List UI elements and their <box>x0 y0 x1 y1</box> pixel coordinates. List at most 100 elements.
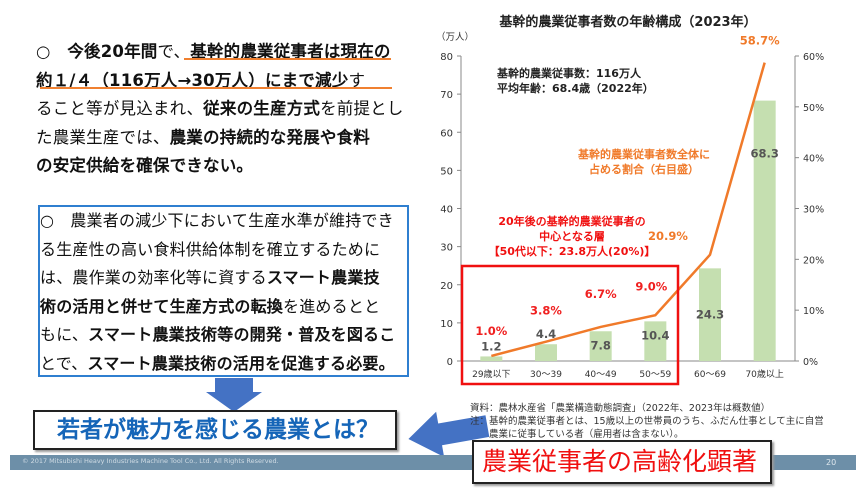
highlight-box <box>460 264 680 386</box>
definition-note: 注：基幹的農業従事者とは、15歳以上の世帯員のうち、ふだん仕事として主に自営 <box>470 416 824 427</box>
y-tick-label: 0 <box>447 357 453 368</box>
text-line: とで、スマート農業技術の活用を促進する必要。 <box>40 350 395 379</box>
text-line: ること等が見込まれ、従来の生産方式を前提とし <box>36 95 404 124</box>
smart-agriculture-box <box>38 205 409 377</box>
left-arrow-icon <box>408 411 490 458</box>
paragraph-smart-agriculture: ○ 農業者の減少下において生産水準が維持でき る生産性の高い食料供給体制を確立する… <box>40 207 395 378</box>
y2-tick-label: 10% <box>803 306 824 317</box>
text-segment: 農業の持続的な発展や食料 <box>169 127 371 147</box>
text-line: た農業生産では、農業の持続的な発展や食料 <box>36 124 404 153</box>
y-tick-label: 50 <box>440 166 453 177</box>
text-segment: 従来の生産方式 <box>203 99 321 118</box>
bar-value-label: 10.4 <box>641 328 669 342</box>
source-note: 資料：農林水産省「農業構造動態調査」（2022年、2023年は概数値） <box>470 403 771 414</box>
text-line: る生産性の高い食料供給体制を確立するために <box>40 236 395 265</box>
percentage-label: 1.0% <box>475 324 507 338</box>
highlight-text: 【50代以下：23.8万人(20%)】 <box>489 244 656 258</box>
y2-tick-label: 20% <box>803 255 824 266</box>
definition-note: 農業に従事している者（雇用者は含まない）。 <box>470 429 684 440</box>
bar <box>589 331 612 361</box>
y-tick-label: 20 <box>440 281 453 292</box>
page-number: 20 <box>826 458 837 467</box>
bar-value-label: 24.3 <box>696 307 724 321</box>
text-segment: を進めるとと <box>283 296 381 316</box>
strike-line <box>40 87 392 89</box>
highlight-text: 中心となる層 <box>539 229 605 243</box>
text-line: ○ 今後20年間で、基幹的農業従事者は現在の <box>36 38 404 67</box>
y-axis-unit: （万人） <box>436 31 474 43</box>
y-tick-label: 60 <box>440 128 453 139</box>
y2-tick-label: 50% <box>803 103 824 114</box>
text-segment: た農業生産では、 <box>36 127 170 147</box>
text-segment: す <box>348 70 366 90</box>
bar <box>699 268 721 361</box>
text-segment: る生産性の高い食料供給体制を確立するために <box>40 239 381 259</box>
down-arrow-icon <box>206 378 262 412</box>
text-segment: ○ <box>36 42 68 61</box>
y-tick-label: 70 <box>440 90 453 101</box>
text-segment: スマート農業技 <box>266 268 380 287</box>
text-segment: は、農作業の効率化等に資する <box>40 268 267 287</box>
text-line: は、農作業の効率化等に資するスマート農業技 <box>40 264 395 293</box>
text-line: ○ 農業者の減少下において生産水準が維持でき <box>40 207 395 236</box>
percentage-label: 3.8% <box>530 304 562 318</box>
percentage-label: 58.7% <box>740 34 780 48</box>
text-segment: ること等が見込まれ、 <box>36 99 204 118</box>
text-segment: 基幹的農業従事者は現在の <box>190 42 391 61</box>
x-tick-label: 29歳以下 <box>472 368 510 380</box>
y2-tick-label: 0% <box>803 357 818 368</box>
aging-callout: 農業従事者の高齢化顕著 <box>472 440 772 484</box>
text-line: 術の活用と併せて生産方式の転換を進めるとと <box>40 293 395 322</box>
text-segment: で、 <box>157 42 191 61</box>
series-label: 占める割合（右目盛） <box>589 162 699 176</box>
text-segment: 約１/４（116万人→30万人）にまで減少 <box>36 70 349 90</box>
bar <box>480 356 503 361</box>
bar-value-label: 7.8 <box>590 338 610 352</box>
y-tick-label: 40 <box>440 205 453 216</box>
text-segment: とで、 <box>40 353 88 373</box>
y-tick-label: 80 <box>440 52 453 63</box>
paragraph-decline: ○ 今後20年間で、基幹的農業従事者は現在の 約１/４（116万人→30万人）にま… <box>36 38 404 181</box>
bar <box>535 344 557 361</box>
text-segment: もに、 <box>40 325 89 344</box>
text-line: 約１/４（116万人→30万人）にまで減少す <box>36 67 404 96</box>
x-tick-label: 40～49 <box>585 370 617 380</box>
series-label: 基幹的農業従事者数全体に <box>577 147 710 161</box>
percentage-label: 20.9% <box>648 229 688 243</box>
bar-value-label: 1.2 <box>481 339 501 353</box>
chart-title: 基幹的農業従事者数の年齢構成（2023年） <box>498 14 756 30</box>
text-segment: 術の活用と併せて生産方式の転換 <box>40 296 284 316</box>
x-tick-label: 50～59 <box>639 370 671 380</box>
y2-tick-label: 40% <box>803 154 824 165</box>
summary-text: 平均年齢：68.4歳（2022年） <box>497 81 654 95</box>
text-line: もに、スマート農業技術等の開発・普及を図るこ <box>40 321 395 350</box>
y2-tick-label: 60% <box>803 52 824 63</box>
strike-line <box>184 58 391 60</box>
highlight-text: 20年後の基幹的農業従事者の <box>498 214 645 228</box>
bar-value-label: 68.3 <box>750 147 778 161</box>
percentage-line <box>491 62 766 358</box>
question-box: 若者が魅力を感じる農業とは？ <box>33 410 397 450</box>
copyright: © 2017 Mitsubishi Heavy Industries Machi… <box>22 457 279 465</box>
y-tick-label: 10 <box>440 319 453 330</box>
percentage-label: 6.7% <box>585 287 617 301</box>
text-segment: 今後20年間 <box>67 42 158 61</box>
text-segment: の安定供給を確保できない。 <box>36 156 254 175</box>
bar <box>753 100 776 361</box>
bar <box>644 321 667 361</box>
text-segment: スマート農業技術の活用を促進する必要。 <box>87 353 395 373</box>
summary-text: 基幹的農業従事数：116万人 <box>496 66 642 80</box>
y2-tick-label: 30% <box>803 205 824 216</box>
text-line: の安定供給を確保できない。 <box>36 152 404 181</box>
x-tick-label: 70歳以上 <box>745 368 783 380</box>
y-tick-label: 30 <box>440 243 453 254</box>
x-tick-label: 30～39 <box>530 370 562 380</box>
percentage-label: 9.0% <box>635 279 667 293</box>
text-segment: を前提とし <box>320 99 404 118</box>
x-tick-label: 60～69 <box>694 370 726 380</box>
bar-value-label: 4.4 <box>536 327 556 341</box>
text-segment: スマート農業技術等の開発・普及を図るこ <box>88 325 396 344</box>
text-segment: ○ 農業者の減少下において生産水準が維持でき <box>40 211 394 230</box>
